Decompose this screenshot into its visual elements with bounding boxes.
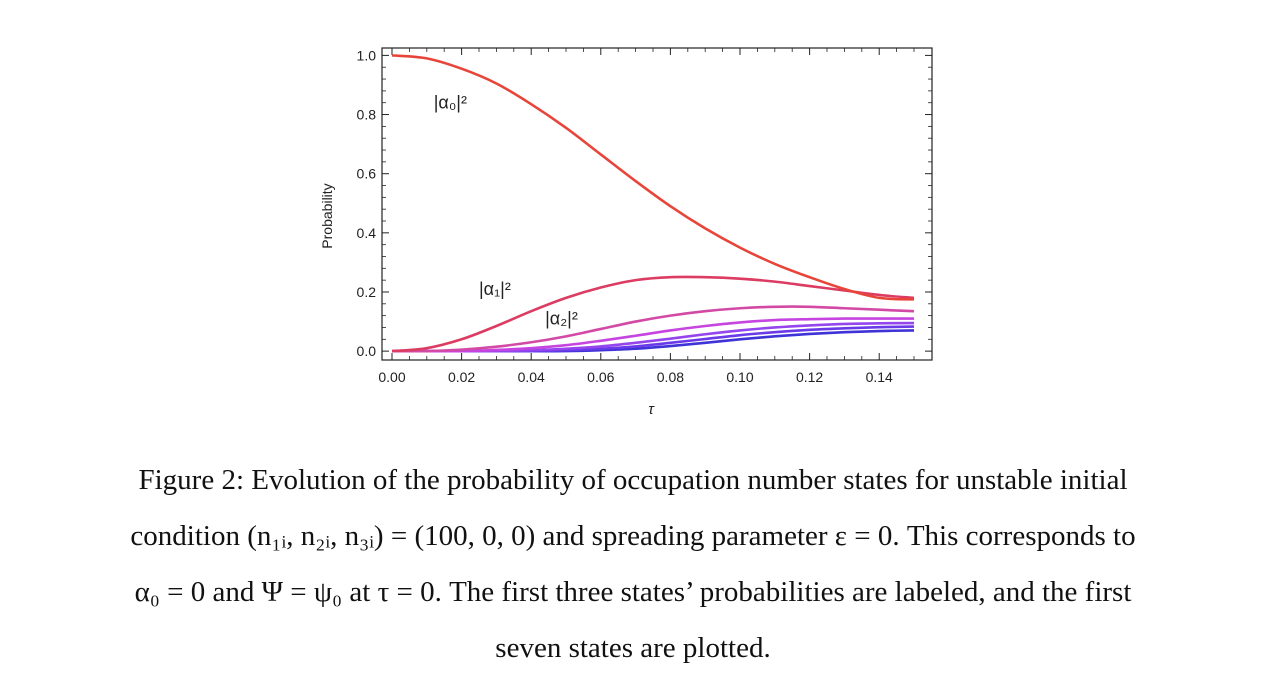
y-tick-label: 0.6 [357, 166, 377, 182]
x-tick-label: 0.04 [518, 369, 545, 385]
x-axis-label: τ [648, 401, 655, 418]
x-tick-label: 0.12 [796, 369, 823, 385]
y-tick-label: 1.0 [357, 47, 377, 63]
caption-line-3: α₀ = 0 and Ψ = ψ₀ at τ = 0. The first th… [134, 576, 1132, 608]
caption-line-1: Figure 2: Evolution of the probability o… [138, 464, 1128, 496]
y-tick-label: 0.2 [357, 284, 377, 300]
caption-line-4: seven states are plotted. [495, 632, 771, 664]
probability-plot: 0.00 0.02 0.04 0.06 0.08 0.10 0.12 0.14 0.0 0.2 0.… [319, 47, 933, 418]
series-line-3 [391, 317, 914, 353]
series-line-0 [391, 54, 915, 301]
annotation-label: |α₀|² [434, 93, 467, 113]
series-line-1 [391, 275, 915, 353]
x-tick-label: 0.14 [866, 369, 893, 385]
x-tick-label: 0.00 [378, 369, 405, 385]
y-tick-label: 0.0 [357, 343, 377, 359]
y-tick-label: 0.4 [357, 225, 377, 241]
annotation-label: |α₁|² [479, 279, 511, 299]
plot-frame [381, 47, 933, 361]
x-tick-label: 0.06 [587, 369, 614, 385]
caption-line-2: condition (n₁ᵢ, n₂ᵢ, n₃ᵢ) = (100, 0, 0) … [130, 520, 1136, 552]
x-tick-label: 0.10 [726, 369, 753, 385]
x-tick-label: 0.02 [448, 369, 475, 385]
figure-caption: Figure 2: Evolution of the probability o… [0, 452, 1266, 676]
x-tick-label: 0.08 [657, 369, 684, 385]
y-tick-label: 0.8 [357, 107, 377, 123]
annotation-label: |α₂|² [545, 309, 578, 329]
y-axis-label: Probability [319, 183, 335, 248]
series-line-2 [391, 305, 915, 353]
